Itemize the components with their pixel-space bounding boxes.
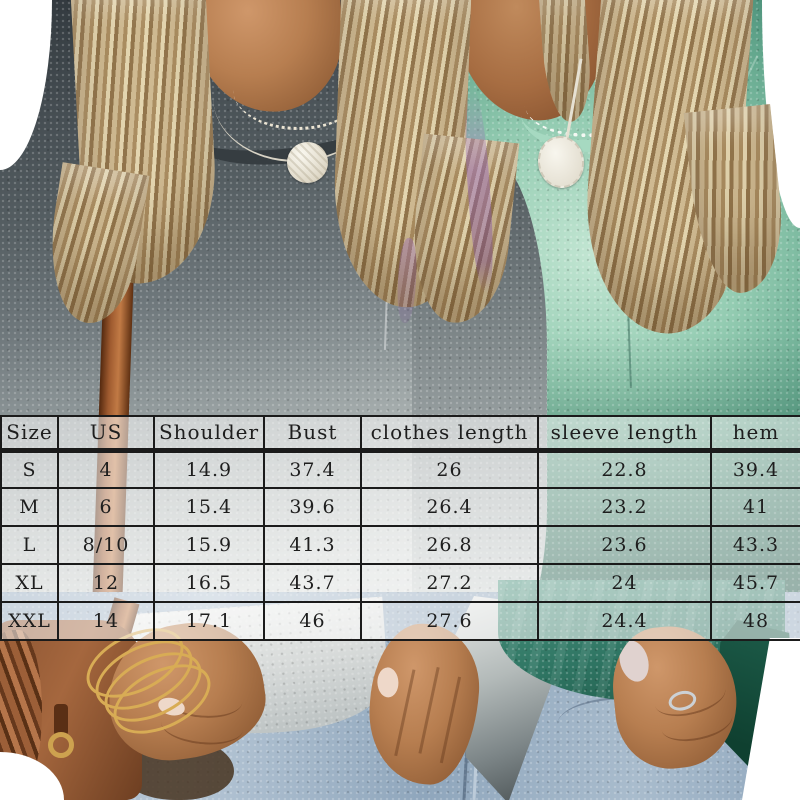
value-cell: 48 [710,601,800,641]
value-cell: 41 [710,487,800,527]
value-cell: 26 [360,449,539,489]
value-cell: 37.4 [263,449,362,489]
table-row-xxl: XXL 14 17.1 46 27.6 24.4 48 [0,601,800,641]
value-cell: 15.4 [153,487,265,527]
value-cell: 41.3 [263,525,362,565]
col-header-hem: hem [710,415,800,453]
value-cell: 26.8 [360,525,539,565]
col-header-clothes-length: clothes length [360,415,539,453]
size-cell: S [0,449,59,489]
col-header-shoulder: Shoulder [153,415,265,453]
value-cell: 23.6 [537,525,712,565]
bag-strap-tab [54,704,68,736]
bag-gold-clasp-ring [48,732,74,758]
value-cell: 39.4 [710,449,800,489]
value-cell: 16.5 [153,563,265,603]
value-cell: 23.2 [537,487,712,527]
value-cell: 46 [263,601,362,641]
size-cell: XXL [0,601,59,641]
left-necklace-pendant [287,142,328,183]
col-header-us: US [57,415,155,453]
value-cell: 22.8 [537,449,712,489]
fingernail [376,667,399,698]
value-cell: 6 [57,487,155,527]
value-cell: 24 [537,563,712,603]
value-cell: 14.9 [153,449,265,489]
value-cell: 39.6 [263,487,362,527]
value-cell: 26.4 [360,487,539,527]
value-cell: 17.1 [153,601,265,641]
value-cell: 43.7 [263,563,362,603]
value-cell: 14 [57,601,155,641]
table-row-l: L 8/10 15.9 41.3 26.8 23.6 43.3 [0,525,800,565]
value-cell: 27.2 [360,563,539,603]
size-chart-table: Size US Shoulder Bust clothes length sle… [0,415,800,641]
finger-ridge [418,667,440,754]
value-cell: 27.6 [360,601,539,641]
value-cell: 24.4 [537,601,712,641]
value-cell: 4 [57,449,155,489]
finger-ridge [439,676,461,764]
value-cell: 8/10 [57,525,155,565]
table-row-s: S 4 14.9 37.4 26 22.8 39.4 [0,449,800,489]
table-row-xl: XL 12 16.5 43.7 27.2 24 45.7 [0,563,800,603]
size-cell: L [0,525,59,565]
size-cell: XL [0,563,59,603]
col-header-bust: Bust [263,415,362,453]
size-cell: M [0,487,59,527]
value-cell: 15.9 [153,525,265,565]
header-row: Size US Shoulder Bust clothes length sle… [0,415,800,453]
left-beaded-choker [233,50,363,130]
col-header-sleeve-length: sleeve length [537,415,712,453]
col-header-size: Size [0,415,59,453]
table-row-m: M 6 15.4 39.6 26.4 23.2 41 [0,487,800,527]
value-cell: 12 [57,563,155,603]
value-cell: 43.3 [710,525,800,565]
value-cell: 45.7 [710,563,800,603]
